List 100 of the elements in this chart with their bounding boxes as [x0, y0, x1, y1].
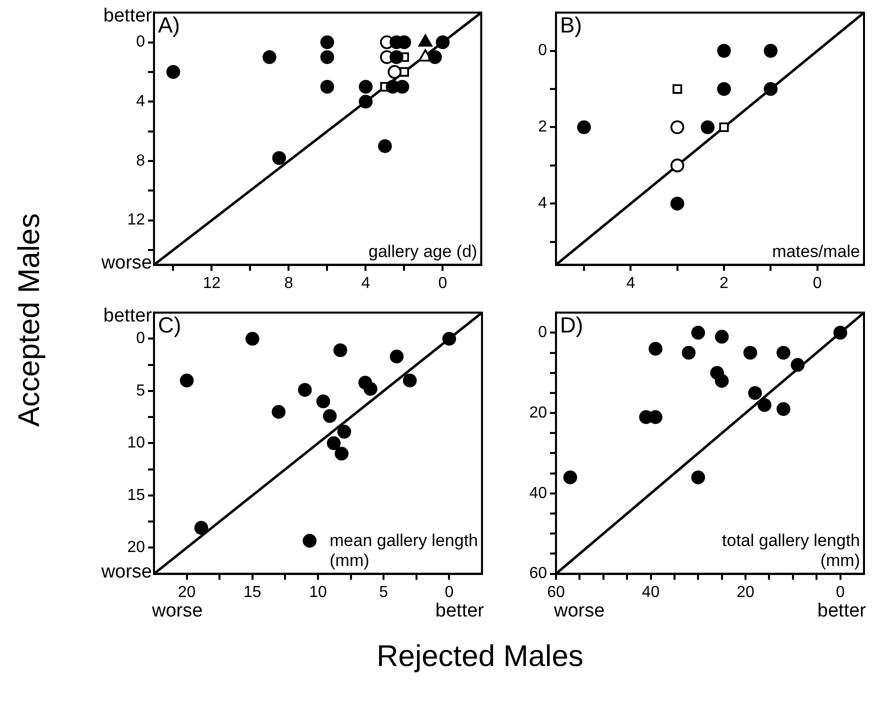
y-tick-label: 0 [136, 34, 146, 51]
point [246, 332, 260, 346]
x-tick-label: 0 [444, 584, 454, 601]
point [316, 394, 330, 408]
point [790, 358, 805, 372]
text: worse [151, 600, 203, 622]
point [577, 120, 591, 134]
point [700, 120, 715, 134]
point [717, 82, 731, 96]
point [402, 374, 417, 388]
x-tick-label: 12 [202, 274, 221, 292]
x-tick-label: 5 [379, 584, 388, 601]
point [442, 332, 456, 346]
x-tick-label: 40 [642, 584, 660, 601]
x-tick-label: 4 [626, 274, 636, 292]
x-tick-label: 20 [178, 584, 196, 601]
point [364, 382, 378, 396]
point [748, 386, 762, 400]
y-tick-label: 4 [538, 195, 548, 212]
point [672, 84, 682, 94]
text: worse [553, 600, 605, 622]
point [337, 424, 352, 439]
point [764, 44, 778, 58]
point [358, 94, 373, 109]
chart-title: D) [560, 312, 584, 338]
y-tick-label: 0 [538, 42, 548, 60]
point [670, 158, 684, 172]
text: better [103, 5, 153, 26]
point [390, 350, 404, 364]
point [322, 409, 337, 423]
y-tick-label: 8 [136, 152, 146, 170]
y-tick-label: 15 [127, 486, 146, 504]
x-tick-label: 0 [438, 274, 448, 292]
point [298, 383, 312, 397]
point [334, 446, 349, 461]
x-tick-label: 20 [736, 584, 755, 601]
point [648, 342, 662, 356]
point [714, 330, 729, 344]
y-tick-label: 5 [136, 382, 146, 400]
chart-title: A) [158, 12, 180, 38]
point [436, 35, 450, 50]
point [320, 35, 334, 50]
point [691, 326, 706, 340]
x-tick-label: 4 [361, 274, 370, 292]
x-tick-label: 0 [836, 584, 845, 601]
annotation: mates/male [772, 242, 860, 261]
point [358, 80, 373, 94]
point [428, 50, 442, 64]
x-tick-label: 10 [309, 584, 327, 601]
point [326, 436, 341, 450]
x-axis-title: Rejected Males [376, 640, 584, 674]
point [166, 65, 180, 79]
y-tick-label: 2 [538, 118, 548, 136]
y-tick-label: 12 [127, 212, 146, 229]
y-tick-label: 4 [136, 93, 146, 110]
legend-label: mean gallery length (mm) [330, 530, 478, 570]
point [262, 50, 276, 64]
point [563, 470, 578, 484]
point [272, 151, 286, 165]
point [743, 346, 758, 360]
text: worse [100, 252, 152, 274]
y-tick-label: 40 [529, 484, 548, 502]
point [194, 520, 208, 535]
text: better [103, 305, 153, 326]
point [682, 346, 696, 360]
chart-title: C) [158, 312, 182, 338]
y-tick-label: 60 [529, 565, 548, 582]
point [719, 122, 729, 132]
point [691, 470, 706, 484]
point [764, 82, 778, 96]
point [776, 402, 790, 416]
point [717, 44, 731, 58]
point [833, 326, 848, 340]
annotation: gallery age (d) [368, 242, 478, 261]
point [670, 196, 684, 211]
point [758, 398, 772, 412]
point [180, 374, 194, 388]
point [648, 410, 662, 424]
point [776, 346, 790, 360]
point [320, 50, 334, 64]
x-tick-label: 0 [812, 274, 822, 292]
point [670, 120, 684, 134]
point [378, 139, 392, 154]
point [388, 65, 402, 79]
point [714, 374, 729, 388]
text: worse [100, 562, 152, 583]
y-tick-label: 10 [127, 434, 146, 452]
point [333, 343, 348, 358]
y-tick-label: 20 [127, 539, 146, 556]
text: better [435, 600, 485, 622]
x-tick-label: 15 [244, 584, 262, 601]
annotation: total gallery length (mm) [722, 530, 860, 570]
point [272, 404, 286, 419]
x-tick-label: 8 [284, 274, 294, 292]
x-tick-label: 2 [720, 274, 729, 292]
point [320, 80, 334, 94]
y-tick-label: 20 [529, 404, 548, 422]
point [395, 80, 410, 94]
y-tick-label: 0 [538, 324, 548, 342]
y-tick-label: 0 [136, 330, 146, 348]
